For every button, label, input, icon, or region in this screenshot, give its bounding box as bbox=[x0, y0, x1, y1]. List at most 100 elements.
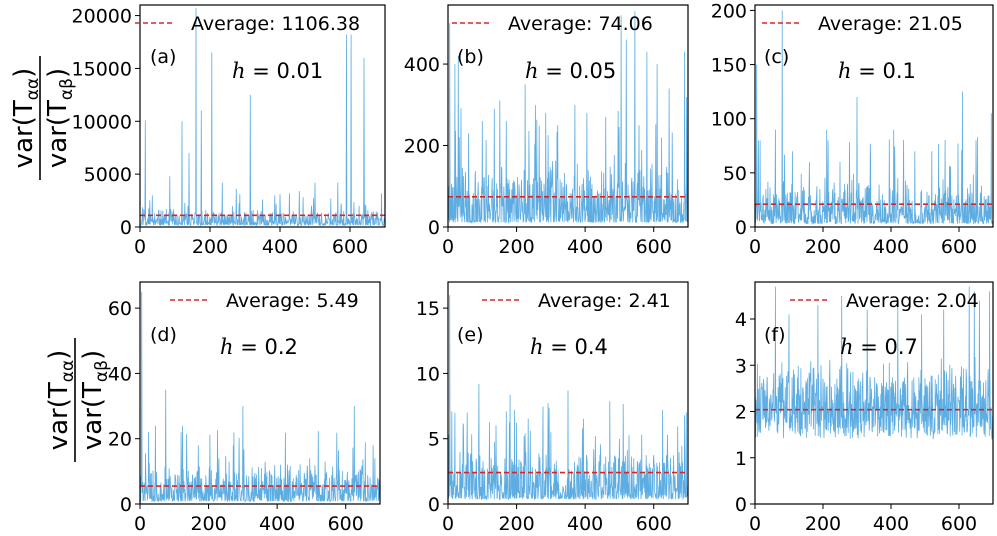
y-tick-label: 5 bbox=[428, 429, 440, 451]
x-tick-label: 400 bbox=[873, 513, 909, 535]
panel-label: (c) bbox=[764, 46, 789, 68]
x-tick-label: 400 bbox=[567, 513, 603, 535]
y-tick-label: 10000 bbox=[72, 111, 132, 133]
svg-text:var(Tαα): var(Tαα) bbox=[44, 350, 78, 451]
x-tick-label: 600 bbox=[941, 513, 977, 535]
y-tick-label: 20 bbox=[108, 429, 132, 451]
panel-a: 0 200 400 600 0 5000 10000 15000 20000 (a) h = 0.0… bbox=[72, 4, 386, 258]
x-tick-label: 400 bbox=[873, 236, 909, 258]
h-value: = 0.05 bbox=[539, 59, 617, 83]
legend-label: Average: 2.04 bbox=[846, 290, 979, 312]
data-series-line bbox=[755, 10, 993, 225]
legend: Average: 2.04 bbox=[790, 290, 979, 312]
y-tick-label: 3 bbox=[735, 355, 747, 377]
h-value-label: h = 0.05 bbox=[525, 59, 616, 83]
y-tick-label: 0 bbox=[735, 494, 747, 516]
legend-label: Average: 1106.38 bbox=[191, 13, 360, 35]
y-tick-label: 0 bbox=[120, 217, 132, 239]
h-value: = 0.01 bbox=[246, 59, 324, 83]
legend: Average: 2.41 bbox=[482, 290, 671, 312]
data-series-line bbox=[140, 291, 380, 503]
y-tick-label: 200 bbox=[404, 136, 440, 158]
h-value: = 0.1 bbox=[852, 59, 916, 83]
y-tick-label: 0 bbox=[428, 217, 440, 239]
x-tick-label: 200 bbox=[498, 513, 534, 535]
legend-label: Average: 5.49 bbox=[226, 290, 359, 312]
y-tick-label: 4 bbox=[735, 309, 747, 331]
y-tick-label: 100 bbox=[711, 109, 747, 131]
y-tick-label: 60 bbox=[108, 298, 132, 320]
x-tick-label: 200 bbox=[190, 513, 226, 535]
y-tick-label: 0 bbox=[735, 217, 747, 239]
data-series-line bbox=[140, 8, 385, 227]
h-value-label: h = 0.4 bbox=[530, 335, 608, 359]
panel-label: (b) bbox=[457, 46, 484, 68]
data-series-line bbox=[755, 286, 993, 440]
h-symbol: h bbox=[525, 59, 539, 83]
panel-c: 0 200 400 600 0 50 100 150 200 (c) h = 0.1 Average:… bbox=[711, 0, 994, 258]
panel-label: (f) bbox=[764, 324, 786, 346]
data-series-line bbox=[448, 295, 688, 501]
legend: Average: 21.05 bbox=[762, 13, 963, 35]
plot-frame bbox=[754, 281, 994, 505]
h-value-label: h = 0.2 bbox=[220, 335, 298, 359]
y-tick-label: 400 bbox=[404, 54, 440, 76]
x-tick-label: 400 bbox=[259, 513, 295, 535]
x-tick-label: 200 bbox=[805, 513, 841, 535]
svg-text:var(Tαβ): var(Tαβ) bbox=[43, 68, 77, 168]
h-value: = 0.4 bbox=[544, 335, 608, 359]
x-tick-label: 400 bbox=[567, 236, 603, 258]
x-tick-label: 200 bbox=[805, 236, 841, 258]
panel-label: (a) bbox=[150, 46, 176, 68]
data-series-line bbox=[448, 11, 688, 224]
x-tick-label: 0 bbox=[749, 513, 761, 535]
legend: Average: 74.06 bbox=[452, 13, 653, 35]
h-value-label: h = 0.1 bbox=[838, 59, 916, 83]
legend-label: Average: 74.06 bbox=[508, 13, 653, 35]
panel-b: 0 200 400 600 0 200 400 (b) h = 0.05 Average: 74.… bbox=[404, 4, 689, 258]
svg-text:var(Tαβ): var(Tαβ) bbox=[78, 350, 112, 450]
h-symbol: h bbox=[840, 335, 854, 359]
h-value: = 0.7 bbox=[854, 335, 918, 359]
y-tick-label: 1 bbox=[735, 448, 747, 470]
plot-frame bbox=[139, 4, 386, 228]
x-tick-label: 400 bbox=[262, 236, 298, 258]
y-tick-label: 40 bbox=[108, 363, 132, 385]
y-tick-label: 0 bbox=[120, 494, 132, 516]
h-symbol: h bbox=[220, 335, 234, 359]
plot-frame bbox=[447, 4, 689, 228]
y-tick-label: 0 bbox=[428, 494, 440, 516]
y-tick-label: 20000 bbox=[72, 6, 132, 28]
panel-f: 0 200 400 600 0 1 2 3 4 (f) h = 0.7 Average: 2.04 bbox=[735, 281, 994, 535]
h-symbol: h bbox=[530, 335, 544, 359]
y-tick-label: 15 bbox=[416, 298, 440, 320]
x-tick-label: 200 bbox=[192, 236, 228, 258]
panel-label: (e) bbox=[457, 324, 484, 346]
y-tick-label: 15000 bbox=[72, 58, 132, 80]
h-value: = 0.2 bbox=[234, 335, 298, 359]
legend-label: Average: 2.41 bbox=[538, 290, 671, 312]
x-tick-label: 600 bbox=[941, 236, 977, 258]
h-value-label: h = 0.7 bbox=[840, 335, 918, 359]
x-tick-label: 600 bbox=[332, 236, 368, 258]
legend: Average: 1106.38 bbox=[135, 13, 360, 35]
y-axis-label-bottom: var(Tαα) var(Tαβ) bbox=[44, 338, 112, 462]
x-tick-label: 0 bbox=[134, 513, 146, 535]
h-symbol: h bbox=[232, 59, 246, 83]
panel-label: (d) bbox=[150, 324, 177, 346]
x-tick-label: 0 bbox=[442, 236, 454, 258]
y-tick-label: 2 bbox=[735, 402, 747, 424]
y-axis-label-top: var(Tαα) var(Tαβ) bbox=[9, 56, 77, 180]
svg-text:var(Tαα): var(Tαα) bbox=[9, 68, 43, 169]
h-value-label: h = 0.01 bbox=[232, 59, 323, 83]
x-tick-label: 600 bbox=[328, 513, 364, 535]
y-tick-label: 5000 bbox=[84, 164, 132, 186]
y-tick-label: 200 bbox=[711, 0, 747, 22]
x-tick-label: 0 bbox=[134, 236, 146, 258]
panel-e: 0 200 400 600 0 5 10 15 (e) h = 0.4 Average: 2.41 bbox=[416, 281, 689, 535]
plot-frame bbox=[447, 281, 689, 505]
y-tick-label: 50 bbox=[723, 163, 747, 185]
y-tick-label: 150 bbox=[711, 55, 747, 77]
plot-frame bbox=[754, 4, 994, 228]
